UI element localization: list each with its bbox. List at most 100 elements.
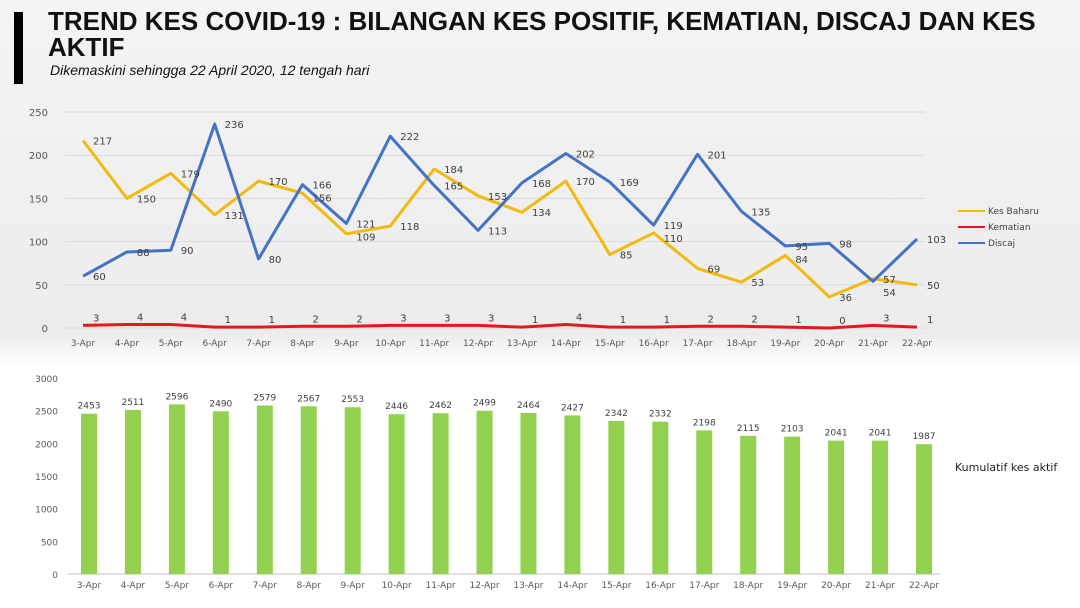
y-tick-label: 0 [52, 571, 58, 581]
data-label: 2342 [605, 409, 628, 419]
y-tick-label: 3000 [35, 375, 58, 385]
x-tick-label: 15-Apr [601, 581, 631, 591]
y-tick-label: 2000 [35, 440, 58, 450]
data-label: 170 [269, 177, 288, 188]
data-label: 2579 [253, 394, 276, 404]
x-tick-label: 9-Apr [341, 581, 366, 591]
data-label: 4 [181, 313, 187, 324]
data-label: 2041 [869, 429, 892, 439]
x-tick-label: 7-Apr [246, 339, 271, 349]
data-label: 1 [927, 315, 933, 326]
data-label: 2115 [737, 424, 760, 434]
data-label: 2 [751, 314, 757, 325]
data-label: 2462 [429, 401, 452, 411]
data-label: 84 [795, 255, 808, 266]
bar [828, 440, 845, 574]
data-label: 121 [356, 219, 375, 230]
x-tick-label: 3-Apr [71, 339, 96, 349]
data-label: 165 [444, 181, 463, 192]
title-accent-bar [14, 12, 23, 84]
x-tick-label: 12-Apr [463, 339, 493, 349]
y-tick-label: 2500 [35, 408, 58, 418]
data-label: 80 [269, 255, 282, 266]
x-tick-label: 19-Apr [777, 581, 807, 591]
data-label: 2 [356, 314, 362, 325]
series-line-discaj [82, 122, 919, 283]
data-label: 1 [620, 315, 626, 326]
bar [784, 436, 801, 574]
x-tick-label: 5-Apr [159, 339, 184, 349]
data-label: 54 [883, 288, 896, 299]
data-label: 169 [620, 178, 639, 189]
x-tick-label: 5-Apr [165, 581, 190, 591]
page-subtitle: Dikemaskini sehingga 22 April 2020, 12 t… [50, 62, 370, 78]
bar [81, 413, 97, 574]
data-label: 1 [795, 315, 801, 326]
data-label: 2103 [781, 425, 804, 435]
data-label: 2 [312, 314, 318, 325]
y-tick-label: 500 [41, 538, 58, 548]
series-line-kematian [82, 323, 918, 330]
x-tick-label: 10-Apr [375, 339, 405, 349]
data-label: 156 [312, 194, 331, 205]
data-label: 1 [664, 315, 670, 326]
x-tick-label: 22-Apr [909, 581, 939, 591]
data-label: 4 [137, 313, 143, 324]
bar [608, 420, 625, 574]
bar [212, 411, 229, 574]
data-label: 2567 [297, 394, 320, 404]
series-line-kes-baharu [81, 139, 918, 299]
data-label: 168 [532, 179, 551, 190]
bar [388, 414, 405, 574]
x-tick-label: 20-Apr [814, 339, 844, 349]
bar [872, 440, 889, 574]
x-tick-label: 19-Apr [770, 339, 800, 349]
data-label: 90 [181, 246, 194, 257]
legend-label: Kematian [988, 223, 1031, 233]
x-tick-label: 20-Apr [821, 581, 851, 591]
data-label: 53 [751, 278, 764, 289]
data-label: 179 [181, 169, 200, 180]
x-tick-label: 11-Apr [426, 581, 456, 591]
bar [168, 404, 185, 574]
x-tick-label: 13-Apr [513, 581, 543, 591]
y-tick-label: 100 [29, 238, 48, 249]
data-label: 2464 [517, 401, 540, 411]
data-label: 88 [137, 248, 150, 259]
x-tick-label: 9-Apr [334, 339, 359, 349]
x-tick-label: 17-Apr [689, 581, 719, 591]
x-tick-label: 12-Apr [469, 581, 499, 591]
data-label: 135 [751, 207, 770, 218]
bar [916, 444, 932, 574]
data-label: 60 [93, 272, 106, 283]
data-label: 3 [444, 313, 450, 324]
data-label: 4 [576, 313, 582, 324]
x-tick-label: 11-Apr [419, 339, 449, 349]
data-label: 170 [576, 177, 595, 188]
data-label: 110 [664, 234, 683, 245]
x-tick-label: 8-Apr [297, 581, 322, 591]
bar [652, 421, 669, 574]
data-label: 2490 [209, 399, 232, 409]
data-label: 2446 [385, 402, 408, 412]
data-label: 3 [400, 313, 406, 324]
data-label: 131 [225, 211, 244, 222]
data-label: 236 [225, 120, 244, 131]
x-tick-label: 22-Apr [902, 339, 932, 349]
legend-label: Kumulatif kes aktif [955, 461, 1058, 474]
y-tick-label: 150 [29, 194, 48, 205]
data-label: 134 [532, 208, 551, 219]
bar [432, 413, 449, 574]
data-label: 2499 [473, 399, 496, 409]
data-label: 57 [883, 275, 896, 286]
data-label: 50 [927, 281, 940, 292]
x-tick-label: 8-Apr [290, 339, 315, 349]
x-tick-label: 3-Apr [77, 581, 102, 591]
y-tick-label: 0 [42, 324, 48, 335]
x-tick-label: 13-Apr [507, 339, 537, 349]
x-tick-label: 21-Apr [858, 339, 888, 349]
x-tick-label: 14-Apr [551, 339, 581, 349]
bar [564, 415, 581, 574]
data-label: 2041 [825, 429, 848, 439]
